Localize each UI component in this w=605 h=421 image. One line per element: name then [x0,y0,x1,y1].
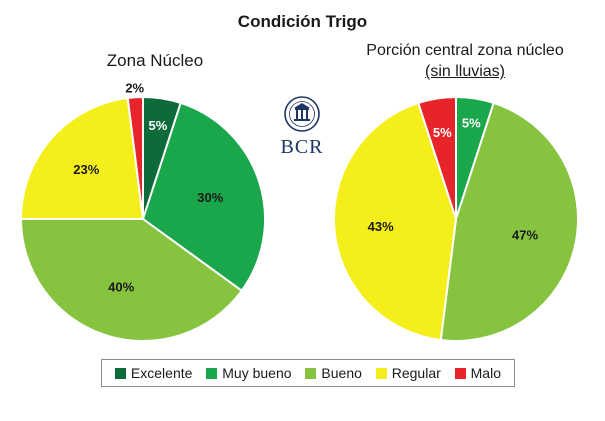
bcr-logo-text: BCR [280,136,324,158]
pie-slice-zona-nucleo-muy-bueno [141,101,266,293]
pie-label-porcion-central-malo: 5% [433,125,452,140]
pie-slice-porcion-central-malo [417,95,457,220]
chart-legend: Excelente Muy bueno Bueno Regular Malo [101,359,515,387]
legend-swatch [454,367,466,379]
pie-slice-porcion-central-regular [333,101,458,342]
pie-title-zona-nucleo: Zona Núcleo [106,51,204,70]
pie-slice-zona-nucleo-bueno [19,218,244,342]
legend-label: Regular [391,365,441,381]
pie-slice-zona-nucleo-regular [19,96,145,220]
legend-item: Excelente [114,365,193,381]
pie-title-porcion-central: Porción central zona núcleo (sin lluvias… [330,40,600,82]
legend-item: Bueno [305,365,362,381]
pie-label-zona-nucleo-malo: 2% [125,81,144,96]
legend-item: Regular [375,365,441,381]
legend-label: Bueno [321,365,362,381]
pie-label-porcion-central-bueno: 47% [512,227,538,242]
pie-label-porcion-central-regular: 43% [368,219,394,234]
legend-swatch [114,367,126,379]
pie-chart-zona-nucleo: 5% 30% 40% 23% 2% [19,81,266,342]
pie-label-zona-nucleo-excelente: 5% [148,118,167,133]
chart-title: Condición Trigo [237,12,368,31]
pie-chart-porcion-central: 5% 47% 43% 5% [333,95,579,342]
legend-label: Muy bueno [222,365,292,381]
bcr-logo-seal-icon [284,96,320,132]
pie-title-line1: Porción central zona núcleo [366,42,564,59]
legend-label: Excelente [130,365,193,381]
legend-swatch [206,367,218,379]
pie-title-line2: (sin lluvias) [424,63,505,80]
pie-label-porcion-central-muy-bueno: 5% [462,116,481,131]
pie-label-zona-nucleo-bueno: 40% [108,279,134,294]
legend-swatch [305,367,317,379]
pie-slice-porcion-central-bueno [439,101,579,342]
legend-swatch [375,367,387,379]
pie-slice-zona-nucleo-malo [126,95,144,220]
pie-label-zona-nucleo-regular: 23% [73,162,99,177]
pie-label-zona-nucleo-muy-bueno: 30% [197,190,223,205]
legend-item: Muy bueno [206,365,292,381]
legend-label: Malo [470,365,501,381]
legend-item: Malo [454,365,501,381]
